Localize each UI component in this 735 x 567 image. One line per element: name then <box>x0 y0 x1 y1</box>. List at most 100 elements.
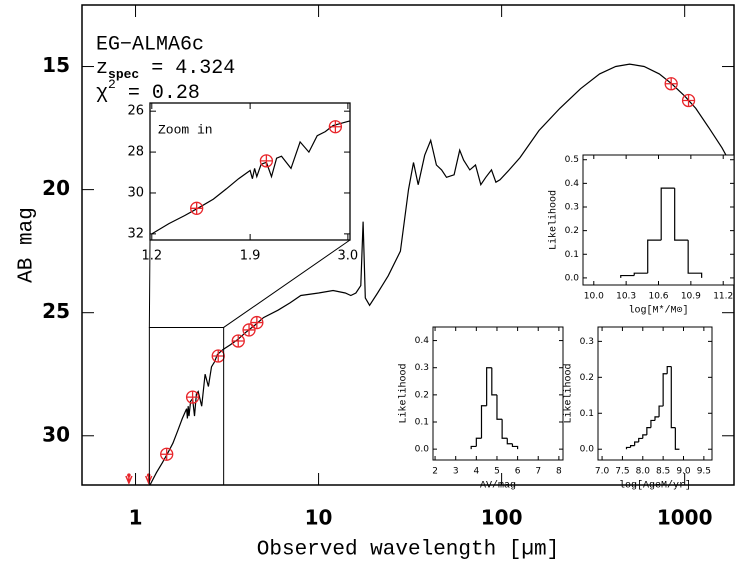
chi-superscript: 2 <box>108 77 116 92</box>
histogram-bin <box>620 274 635 278</box>
x-tick-label: 11.2 <box>713 292 733 302</box>
redshift: zspec = 4.324 <box>96 57 235 82</box>
y-tick-label: 30 <box>42 422 70 446</box>
photometry-point <box>185 390 200 404</box>
histogram-x-label: log[AgeM/yr] <box>619 480 691 492</box>
x-tick-label: 8.5 <box>656 467 670 477</box>
inset-title: Zoom in <box>158 122 213 137</box>
y-tick-label: 15 <box>42 53 70 77</box>
histogram-bin <box>658 405 664 417</box>
x-tick-label: 1 <box>129 506 143 530</box>
histogram-bin <box>486 367 492 406</box>
histogram-y-label: Likelihood <box>548 190 560 250</box>
histogram-bin <box>660 187 675 241</box>
y-tick-label: 26 <box>127 104 144 119</box>
z-symbol: z <box>96 57 108 80</box>
x-tick-label: 2 <box>432 467 438 477</box>
extinction-histogram: 2 3 4 5 6 7 8 0.0 0.1 0.2 0.3 0.4 AV/mag Likelihood <box>398 326 564 492</box>
x-tick-label: 1.9 <box>240 249 261 264</box>
z-value: = 4.324 <box>139 57 235 80</box>
histogram-x-label: AV/mag <box>480 480 516 492</box>
histogram-frame <box>597 326 713 461</box>
histogram-frame <box>582 154 735 286</box>
y-tick-label: 0.0 <box>415 445 430 455</box>
y-tick-label: 0.1 <box>565 250 579 260</box>
chi-square: χ2 = 0.28 <box>96 77 200 105</box>
zoom-inset: 1.2 1.9 3.0 26 28 30 32 Zoom in <box>127 93 445 485</box>
age-histogram: 7.0 7.5 8.0 8.5 9.0 9.5 0.0 0.1 0.2 0.3 log[AgeM/y… <box>563 326 713 492</box>
y-tick-label: 0.3 <box>415 363 429 373</box>
y-tick-label: 0.1 <box>580 409 594 419</box>
x-tick-label: 1000 <box>657 506 713 530</box>
y-tick-label: 0.4 <box>565 179 580 189</box>
photometry-point <box>231 334 245 348</box>
y-tick-label: 0.0 <box>565 273 580 283</box>
upper-limit-dot <box>127 473 131 477</box>
photometry-point <box>211 349 225 363</box>
histogram-bin <box>634 441 639 446</box>
x-tick-label: 3.0 <box>338 249 359 264</box>
x-tick-label: 10.6 <box>648 292 668 302</box>
y-tick-label: 0.1 <box>415 418 429 428</box>
histogram-bin <box>491 367 497 396</box>
histogram-bin <box>654 416 660 421</box>
histogram-bin <box>646 427 651 435</box>
histogram-bin <box>687 240 703 278</box>
upper-limit-dot <box>146 473 151 477</box>
histogram-bin <box>625 446 631 450</box>
x-tick-label: 5 <box>494 467 500 477</box>
x-tick-label: 10.9 <box>681 292 701 302</box>
x-tick-label: 6 <box>515 467 521 477</box>
y-tick-label: 0.0 <box>580 445 595 455</box>
histogram-bin <box>662 373 668 407</box>
histogram-bin <box>650 419 655 428</box>
photometry-point <box>242 323 256 337</box>
y-tick-label: 0.2 <box>580 373 594 383</box>
photometry-point <box>250 315 264 330</box>
photometry-point <box>664 77 678 91</box>
photometry-point <box>328 120 343 134</box>
x-tick-label: 100 <box>481 506 523 530</box>
x-tick-label: 9.5 <box>697 467 711 477</box>
photometry-point <box>259 154 274 168</box>
photometry-point <box>190 201 204 215</box>
zoom-connector <box>148 239 351 328</box>
histogram-bin <box>475 437 482 447</box>
histogram-y-label: Likelihood <box>563 363 575 423</box>
histogram-bin <box>496 394 503 420</box>
x-tick-label: 7.0 <box>595 467 610 477</box>
z-subscript: spec <box>108 67 139 82</box>
y-tick-label: 0.3 <box>565 203 579 213</box>
histogram-bin <box>638 437 643 443</box>
histogram-bin <box>480 405 487 439</box>
x-tick-label: 3 <box>453 467 459 477</box>
model-sed <box>149 63 735 485</box>
y-tick-label: 0.4 <box>415 336 430 346</box>
y-tick-label: 0.2 <box>415 390 429 400</box>
zoom-region <box>148 326 225 485</box>
histogram-y-label: Likelihood <box>398 363 410 423</box>
histogram-bin <box>647 239 662 274</box>
x-tick-label: 9.0 <box>676 467 691 477</box>
x-tick-label: 7 <box>535 467 541 477</box>
histogram-bin <box>511 443 519 450</box>
x-tick-label: 10.3 <box>616 292 636 302</box>
histogram-bin <box>674 188 689 241</box>
chi-value: = 0.28 <box>116 82 200 105</box>
histogram-x-label: log[M*/M⊙] <box>628 305 688 317</box>
y-tick-label: 0.3 <box>580 337 594 347</box>
photometry-point <box>412 99 424 111</box>
x-tick-label: 7.5 <box>615 467 629 477</box>
y-tick-label: 28 <box>127 145 144 160</box>
photometry-point <box>681 93 696 108</box>
histogram-bin <box>501 419 508 439</box>
model-sed <box>151 120 350 235</box>
y-tick-label: 20 <box>42 176 70 200</box>
y-axis-label: AB mag <box>16 207 39 283</box>
photometry-point <box>433 93 445 105</box>
histogram-bin <box>506 438 513 445</box>
photometry-point <box>160 447 174 461</box>
source-name: EG−ALMA6c <box>96 33 204 56</box>
